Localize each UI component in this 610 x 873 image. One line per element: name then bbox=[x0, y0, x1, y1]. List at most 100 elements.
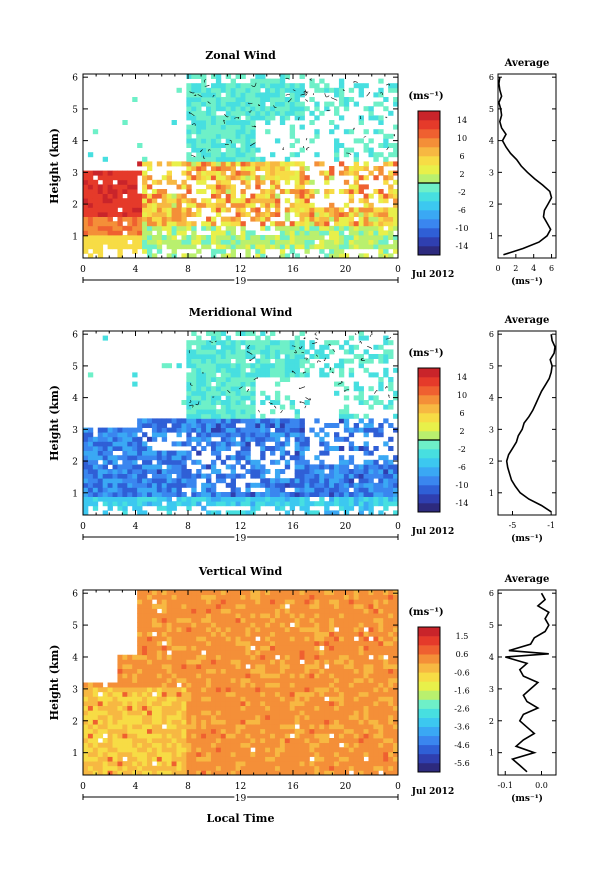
field-cell bbox=[235, 719, 241, 725]
field-cell bbox=[146, 198, 153, 204]
field-cell bbox=[151, 235, 158, 240]
field-cell bbox=[274, 756, 281, 762]
field-cell bbox=[343, 478, 350, 484]
field-cell bbox=[146, 733, 153, 739]
field-cell bbox=[142, 747, 148, 753]
field-cell bbox=[201, 381, 207, 387]
field-cell bbox=[274, 599, 281, 605]
field-cell bbox=[146, 627, 153, 633]
field-cell bbox=[201, 770, 207, 776]
field-cell bbox=[156, 230, 163, 236]
field-cell bbox=[279, 677, 286, 683]
field-cell bbox=[383, 244, 389, 250]
field-cell bbox=[220, 120, 227, 125]
field-cell bbox=[166, 696, 172, 702]
field-cell bbox=[161, 202, 168, 208]
field-cell bbox=[191, 349, 197, 355]
field-cell bbox=[210, 710, 217, 716]
field-cell bbox=[122, 427, 128, 433]
field-cell bbox=[309, 120, 315, 125]
field-cell bbox=[92, 459, 99, 465]
field-cell bbox=[265, 354, 271, 359]
field-cell bbox=[176, 87, 182, 93]
field-cell bbox=[132, 747, 138, 753]
field-cell bbox=[274, 354, 281, 359]
field-cell bbox=[171, 617, 177, 623]
field-cell bbox=[151, 714, 158, 720]
field-cell bbox=[378, 381, 384, 387]
field-cell bbox=[274, 161, 281, 167]
field-cell bbox=[107, 496, 113, 502]
field-cell bbox=[201, 344, 207, 350]
field-cell bbox=[112, 696, 118, 702]
field-cell bbox=[196, 770, 202, 776]
field-cell bbox=[279, 455, 286, 461]
field-cell bbox=[191, 682, 197, 688]
field-cell bbox=[378, 239, 384, 245]
field-cell bbox=[210, 101, 217, 107]
field-cell bbox=[92, 691, 99, 697]
field-cell bbox=[338, 505, 345, 511]
field-cell bbox=[107, 492, 113, 497]
field-cell bbox=[171, 640, 177, 646]
field-cell bbox=[274, 340, 281, 346]
field-cell bbox=[343, 469, 350, 474]
field-cell bbox=[142, 469, 148, 474]
field-cell bbox=[201, 701, 207, 707]
field-cell bbox=[107, 714, 113, 720]
field-cell bbox=[97, 455, 104, 461]
field-cell bbox=[270, 645, 276, 651]
field-cell bbox=[210, 386, 217, 392]
colorbar-tick-label: 6 bbox=[459, 152, 464, 161]
field-cell bbox=[102, 212, 109, 217]
field-cell bbox=[284, 395, 291, 401]
field-cell bbox=[299, 147, 305, 153]
field-cell bbox=[393, 143, 399, 148]
field-cell bbox=[230, 124, 236, 130]
field-cell bbox=[215, 133, 222, 139]
field-cell bbox=[146, 244, 153, 250]
field-cell bbox=[250, 673, 256, 679]
field-cell bbox=[393, 501, 399, 507]
field-cell bbox=[92, 733, 99, 739]
field-cell bbox=[166, 640, 172, 646]
field-cell bbox=[260, 738, 266, 744]
field-cell bbox=[191, 650, 197, 656]
field-cell bbox=[201, 719, 207, 725]
field-cell bbox=[299, 682, 305, 688]
field-cell bbox=[250, 235, 256, 240]
field-cell bbox=[112, 751, 118, 757]
colorbar-tick-label: -14 bbox=[456, 499, 469, 508]
field-cell bbox=[353, 482, 360, 488]
field-cell bbox=[220, 742, 227, 748]
field-cell bbox=[338, 501, 345, 507]
field-cell bbox=[210, 645, 217, 651]
field-cell bbox=[240, 363, 246, 369]
field-cell bbox=[107, 175, 113, 181]
field-cell bbox=[146, 225, 153, 231]
field-cell bbox=[176, 590, 182, 596]
field-cell bbox=[210, 627, 217, 633]
field-cell bbox=[260, 441, 266, 447]
field-cell bbox=[220, 705, 227, 711]
field-cell bbox=[142, 710, 148, 716]
field-cell bbox=[284, 74, 291, 79]
field-cell bbox=[201, 115, 207, 121]
field-cell bbox=[343, 189, 350, 194]
field-cell bbox=[299, 331, 305, 336]
field-cell bbox=[314, 696, 320, 702]
field-cell bbox=[240, 152, 246, 158]
field-cell bbox=[220, 377, 227, 382]
field-cell bbox=[230, 97, 236, 102]
field-cell bbox=[137, 170, 143, 176]
field-cell bbox=[171, 239, 177, 245]
field-cell bbox=[260, 761, 266, 767]
field-cell bbox=[97, 202, 104, 208]
field-cell bbox=[215, 765, 222, 771]
field-cell bbox=[260, 101, 266, 107]
field-cell bbox=[161, 622, 168, 628]
field-cell bbox=[230, 682, 236, 688]
field-cell bbox=[206, 664, 212, 670]
field-cell bbox=[289, 248, 296, 254]
field-cell bbox=[166, 659, 172, 665]
